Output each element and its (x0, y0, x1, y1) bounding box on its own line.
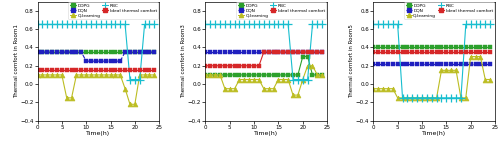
Y-axis label: Thermal comfort in Room3: Thermal comfort in Room3 (182, 24, 186, 98)
Legend: DDPG, DQN, Q-learning, RBC, Ideal thermal comfort: DDPG, DQN, Q-learning, RBC, Ideal therma… (404, 2, 494, 19)
Legend: DDPG, DQN, Q-learning, RBC, Ideal thermal comfort: DDPG, DQN, Q-learning, RBC, Ideal therma… (68, 2, 158, 19)
Y-axis label: Thermal comfort in Room1: Thermal comfort in Room1 (14, 24, 18, 98)
X-axis label: Time(h): Time(h) (254, 131, 278, 136)
Legend: DDPG, DQN, Q-learning, RBC, Ideal thermal comfort: DDPG, DQN, Q-learning, RBC, Ideal therma… (236, 2, 326, 19)
X-axis label: Time(h): Time(h) (422, 131, 446, 136)
X-axis label: Time(h): Time(h) (86, 131, 110, 136)
Y-axis label: Thermal comfort in Room5: Thermal comfort in Room5 (350, 24, 354, 98)
